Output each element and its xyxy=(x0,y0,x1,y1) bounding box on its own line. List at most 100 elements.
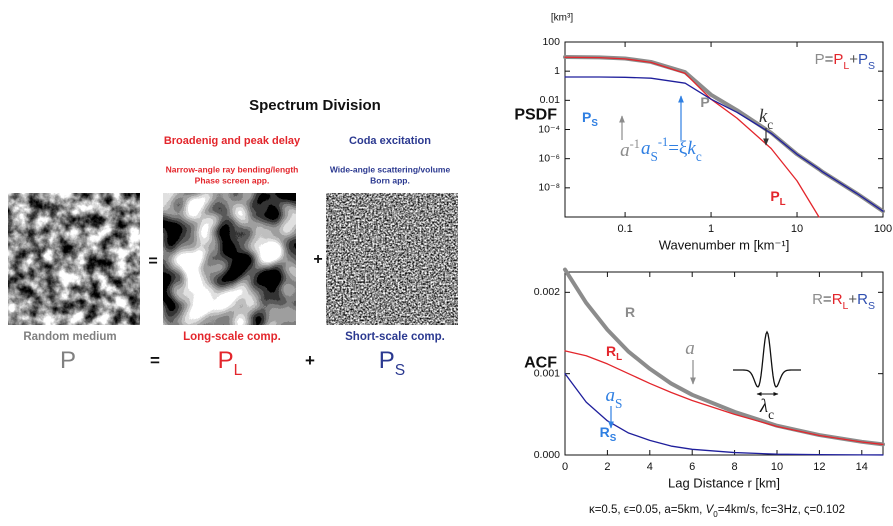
y-tick-label: 10⁻⁴ xyxy=(538,123,560,135)
x-tick-label: 10 xyxy=(791,223,803,235)
panel-label: PSDF xyxy=(514,107,557,124)
text-part: a xyxy=(620,140,630,161)
text-part: P xyxy=(379,347,395,374)
text-part: k xyxy=(759,106,768,127)
x-tick-label: 12 xyxy=(813,461,825,473)
y-tick-label: 10⁻⁶ xyxy=(538,152,560,164)
text-part: c xyxy=(696,149,702,164)
text-part: S xyxy=(651,149,658,164)
x-axis-label: Wavenumber m [km⁻¹] xyxy=(659,237,790,252)
text-part: P xyxy=(833,51,843,68)
text-subscript: S xyxy=(868,300,875,312)
text-part: R xyxy=(812,291,823,308)
text-part: + xyxy=(848,291,857,308)
random-medium-image xyxy=(8,193,140,325)
series-label: RL xyxy=(606,343,622,363)
text-part: λ xyxy=(759,396,768,417)
text-part: =ξ xyxy=(668,138,688,159)
text-part: a xyxy=(606,385,616,406)
text-part: P xyxy=(858,51,868,68)
formula: R=RL+RS xyxy=(812,291,875,312)
annotation: kc xyxy=(759,106,773,131)
text-part: + xyxy=(305,351,315,370)
y-tick-label: 100 xyxy=(542,36,560,48)
text-part: R xyxy=(600,424,610,440)
y-tick-label: 0.001 xyxy=(534,367,560,379)
long-detail: Narrow-angle ray bending/length xyxy=(166,164,299,174)
series-line xyxy=(564,76,884,212)
short-detail: Wide-angle scattering/volume xyxy=(330,164,451,174)
series-label: P xyxy=(700,94,709,110)
text-part: R xyxy=(857,291,868,308)
series-line xyxy=(563,54,885,214)
text-subscript: S xyxy=(395,362,405,379)
text-part: = xyxy=(825,51,834,68)
equation-term: P xyxy=(60,347,76,374)
series-line xyxy=(564,350,884,446)
x-tick-label: 14 xyxy=(856,461,868,473)
text-part: a xyxy=(685,338,695,359)
text-part: =4km/s, fc=3Hz, ς=0.102 xyxy=(718,504,845,516)
text-part: c xyxy=(767,117,773,132)
x-tick-label: 8 xyxy=(732,461,738,473)
formula: P=PL+PS xyxy=(815,51,875,72)
y-tick-label: 1 xyxy=(554,65,560,77)
text-part: a xyxy=(641,138,651,159)
y-tick-label: 10⁻⁸ xyxy=(538,182,560,194)
plot-frame xyxy=(564,41,884,218)
x-tick-label: 100 xyxy=(874,223,892,235)
x-tick-label: 0 xyxy=(562,461,568,473)
text-subscript: S xyxy=(868,60,875,72)
text-part: + xyxy=(849,51,858,68)
plot-frame xyxy=(564,271,884,456)
diagram-title: Spectrum Division xyxy=(249,97,381,114)
y-tick-label: 0.01 xyxy=(540,94,561,106)
annotation: a-1 xyxy=(620,137,640,162)
text-part: = xyxy=(150,351,160,370)
short-heading: Coda excitation xyxy=(349,135,431,147)
text-part: c xyxy=(768,407,774,422)
annotation: λc xyxy=(759,396,774,421)
series-label: PL xyxy=(770,188,785,208)
text-part: V xyxy=(706,504,715,516)
caption: Long-scale comp. xyxy=(183,331,281,343)
panel-label: ACF xyxy=(524,355,557,372)
short-scale-image xyxy=(326,193,458,325)
text-part: S xyxy=(615,396,622,411)
y-axis-unit: [km³] xyxy=(551,13,573,24)
annotation: a xyxy=(685,338,695,359)
series-label: PS xyxy=(582,109,598,129)
series-label: R xyxy=(625,304,635,320)
annotation: aS xyxy=(606,385,623,410)
text-part: P xyxy=(815,51,825,68)
text-part: P xyxy=(60,347,76,374)
text-subscript: L xyxy=(780,197,786,208)
equation-term: PL xyxy=(218,347,243,378)
short-detail: Born app. xyxy=(370,175,410,185)
equation-term: = xyxy=(150,351,160,370)
text-part: P xyxy=(700,94,709,110)
series-line xyxy=(564,373,884,456)
y-tick-label: 0.002 xyxy=(534,286,560,298)
equation-term: + xyxy=(305,351,315,370)
x-tick-label: 10 xyxy=(771,461,783,473)
long-heading: Broadenig and peak delay xyxy=(164,135,301,147)
text-subscript: L xyxy=(616,352,622,363)
long-scale-image xyxy=(163,193,296,325)
text-subscript: S xyxy=(610,433,617,444)
wavelet-icon xyxy=(733,330,801,388)
x-axis-label: Lag Distance r [km] xyxy=(668,475,780,490)
text-part: R xyxy=(625,304,635,320)
caption: Random medium xyxy=(23,331,116,343)
text-part: 0 xyxy=(713,510,718,519)
text-part: k xyxy=(687,138,696,159)
text-part: = xyxy=(823,291,832,308)
text-subscript: L xyxy=(843,300,849,312)
text-part: -1 xyxy=(658,135,668,149)
x-tick-label: 4 xyxy=(647,461,653,473)
x-tick-label: 6 xyxy=(689,461,695,473)
caption: Short-scale comp. xyxy=(345,331,445,343)
text-part: P xyxy=(218,347,234,374)
text-subscript: S xyxy=(591,118,598,129)
